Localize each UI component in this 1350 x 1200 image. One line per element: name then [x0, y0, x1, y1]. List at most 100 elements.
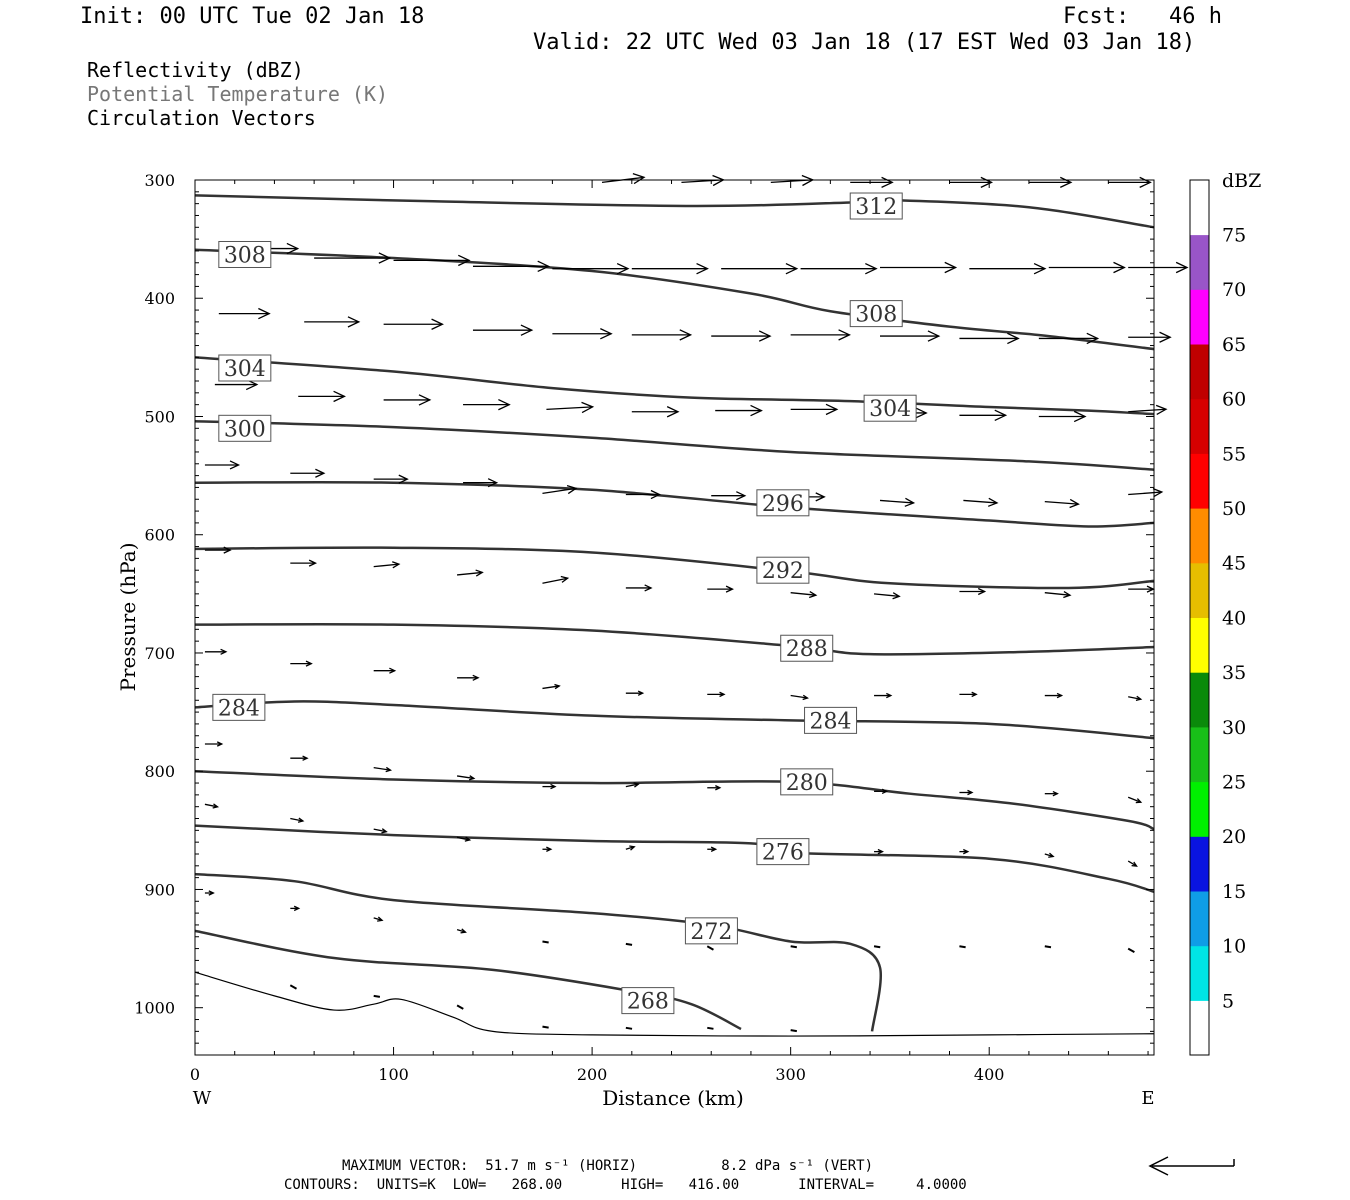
theta-contour-300 [194, 419, 1155, 471]
circulation-vector [874, 692, 893, 699]
contour-label-box [780, 634, 834, 662]
circulation-vector [631, 329, 693, 341]
circulation-vector [625, 845, 636, 851]
colorbar-swatch [1190, 726, 1209, 783]
circulation-vector [1128, 585, 1155, 593]
colorbar-frame [1189, 179, 1210, 1056]
y-tick-label: 1000 [134, 999, 175, 1018]
colorbar-swatch [1190, 343, 1209, 400]
theta-contour-280 [194, 769, 1155, 831]
circulation-vector [631, 406, 680, 418]
circulation-vector [204, 741, 224, 747]
colorbar-swatch [1190, 1000, 1209, 1056]
colorbar-swatch [1190, 781, 1209, 837]
circulation-vector [298, 390, 346, 403]
circulation-vector [707, 846, 718, 852]
circulation-vector [1128, 404, 1168, 415]
circulation-vector [204, 648, 228, 655]
theta-contour-308 [194, 248, 1155, 351]
circulation-vector [457, 569, 484, 577]
x-axis-label: Distance (km) [602, 1086, 744, 1110]
circulation-vector [873, 592, 901, 600]
contour-label-box [756, 838, 810, 866]
circulation-vector [457, 674, 480, 681]
circulation-vector [472, 260, 551, 273]
circulation-vector [625, 1026, 633, 1030]
colorbar-swatch [1190, 398, 1209, 454]
circulation-vector [873, 945, 881, 949]
circulation-vector [625, 489, 661, 500]
circulation-vector [204, 803, 220, 809]
circulation-vector [552, 262, 630, 275]
valid-time: Valid: 22 UTC Wed 03 Jan 18 (17 EST Wed … [533, 30, 1196, 55]
x-tick-label: 300 [775, 1065, 806, 1084]
circulation-vector [1044, 790, 1059, 797]
circulation-vector [707, 785, 722, 791]
x-tick-label: 0 [190, 1065, 200, 1084]
circulation-vector [1038, 410, 1087, 423]
colorbar-swatch [1190, 289, 1209, 345]
colorbar-tick-label: 70 [1222, 279, 1246, 301]
contour-label: 308 [224, 243, 266, 268]
colorbar-swatch [1190, 945, 1209, 1001]
circulation-vector [218, 307, 271, 320]
circulation-vector [373, 828, 388, 834]
contour-label: 284 [218, 696, 260, 721]
contour-label-box [804, 706, 858, 734]
colorbar-tick-label: 55 [1222, 443, 1246, 465]
colorbar-tick-label: 20 [1222, 826, 1246, 848]
x-tick-label: 400 [974, 1065, 1005, 1084]
colorbar-tick-label: 65 [1222, 334, 1246, 356]
contour-label: 288 [786, 637, 828, 662]
theta-contour-292 [194, 546, 1155, 590]
theta-contour-284 [194, 700, 1155, 740]
contour-label-box [863, 394, 917, 422]
circulation-vector [289, 984, 297, 990]
x-tick-label: 200 [577, 1065, 608, 1084]
contour-label-box [756, 556, 810, 584]
colorbar-swatch [1190, 508, 1209, 564]
circulation-vector [800, 262, 878, 275]
theta-contour-304 [194, 356, 1155, 416]
circulation-vector [456, 836, 472, 842]
x-tick-label: 100 [378, 1065, 409, 1084]
colorbar-tick-label: 15 [1222, 881, 1246, 903]
circulation-vector [542, 575, 570, 584]
y-tick-label: 400 [144, 289, 175, 308]
circulation-vector [949, 176, 994, 188]
circulation-vector [625, 584, 653, 592]
contour-label: 292 [762, 559, 804, 584]
contour-label: 276 [762, 841, 804, 866]
y-tick-label: 300 [144, 171, 175, 190]
colorbar-tick-label: 60 [1222, 389, 1246, 411]
west-label: W [193, 1088, 212, 1109]
circulation-vector [711, 330, 772, 342]
circulation-vector [373, 561, 401, 569]
circulation-vector [625, 690, 645, 696]
colorbar-title: dBZ [1222, 170, 1261, 192]
circulation-vector [1044, 498, 1080, 509]
circulation-vector [790, 945, 798, 949]
contour-label: 304 [869, 397, 911, 422]
circulation-vector [625, 942, 633, 946]
circulation-vector [1028, 176, 1073, 188]
circulation-vector [625, 782, 640, 788]
circulation-vector [790, 694, 809, 701]
contour-label-box [218, 354, 272, 382]
colorbar-swatch [1190, 453, 1209, 509]
circulation-vector [542, 1025, 549, 1029]
plot-frame [194, 179, 1155, 1056]
colorbar-tick-label: 30 [1222, 717, 1246, 739]
field-reflectivity: Reflectivity (dBZ) [87, 58, 304, 82]
circulation-vector [959, 848, 970, 855]
circulation-vector [959, 945, 966, 949]
circulation-vector [290, 559, 318, 567]
contour-label: 280 [786, 771, 828, 796]
circulation-vector [373, 766, 393, 773]
circulation-vector [880, 261, 958, 274]
colorbar-tick-label: 5 [1222, 990, 1234, 1012]
field-theta: Potential Temperature (K) [87, 82, 389, 106]
circulation-vector [959, 409, 1008, 422]
circulation-vector [1128, 695, 1143, 702]
circulation-vector [959, 587, 987, 596]
